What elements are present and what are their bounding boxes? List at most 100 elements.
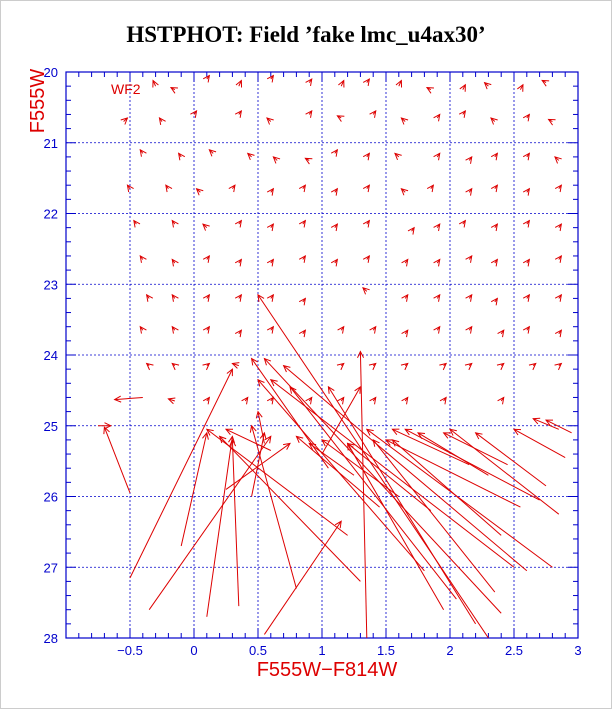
vector-mark	[234, 293, 243, 302]
vector-arrowhead	[330, 258, 339, 267]
x-tick-label: 0.5	[249, 643, 267, 658]
vector-shaft	[321, 386, 361, 455]
vector-mark	[171, 258, 179, 267]
vector-mark	[202, 74, 211, 83]
vector-arrowhead	[362, 152, 371, 161]
vector-arrowhead	[497, 329, 505, 338]
vector-mark	[295, 435, 380, 508]
vector-shaft	[289, 386, 457, 600]
y-tick-label: 23	[44, 277, 58, 292]
vector-shaft	[347, 443, 432, 512]
vector-mark	[251, 431, 267, 497]
vector-arrowhead	[394, 152, 402, 161]
y-tick-label: 27	[44, 560, 58, 575]
vector-mark	[464, 362, 473, 371]
vector-mark	[145, 293, 154, 302]
vector-mark	[249, 424, 297, 589]
vector-arrowhead	[433, 293, 441, 302]
vector-mark	[369, 325, 377, 334]
vector-arrowhead	[266, 396, 275, 405]
vector-arrowhead	[165, 184, 173, 193]
vector-arrowhead	[330, 223, 339, 232]
vector-mark	[206, 435, 236, 617]
vector-mark	[554, 293, 563, 302]
vector-arrowhead	[490, 223, 499, 232]
vector-mark	[225, 442, 291, 490]
vector-arrowhead	[362, 255, 371, 263]
vector-mark	[362, 78, 371, 87]
vector-arrowhead	[490, 258, 499, 267]
vector-mark	[120, 117, 129, 125]
vector-mark	[400, 362, 409, 371]
vector-shaft	[372, 439, 496, 593]
vector-shaft	[392, 428, 470, 466]
vector-mark	[298, 329, 307, 338]
y-tick-label: 22	[44, 207, 58, 222]
vector-mark	[234, 329, 243, 338]
vector-arrowhead	[266, 74, 275, 83]
vector-mark	[202, 325, 211, 334]
vector-mark	[202, 223, 210, 231]
vector-mark	[522, 293, 531, 302]
vector-mark	[336, 362, 345, 371]
vector-mark	[517, 83, 524, 92]
vector-arrowhead	[458, 109, 467, 118]
vector-arrowhead	[246, 152, 255, 161]
vector-mark	[321, 439, 400, 497]
vector-arrowhead	[433, 325, 441, 334]
vector-mark	[401, 396, 409, 405]
vector-arrowhead	[202, 431, 209, 440]
vector-mark	[407, 226, 415, 235]
vector-arrowhead	[497, 396, 505, 405]
vector-arrowhead	[490, 297, 499, 306]
vector-mark	[362, 184, 371, 193]
vector-arrowhead	[528, 362, 537, 371]
vector-shaft	[264, 358, 502, 614]
vector-mark	[522, 325, 531, 334]
vector-arrowhead	[177, 152, 186, 161]
vector-arrowhead	[259, 431, 267, 440]
vector-mark	[269, 379, 515, 568]
vector-arrowhead	[298, 329, 307, 338]
vector-arrowhead	[139, 148, 147, 157]
vector-mark	[465, 325, 473, 334]
vector-shaft	[533, 418, 559, 430]
vector-arrowhead	[522, 187, 531, 196]
vector-mark	[490, 258, 499, 267]
vector-mark	[98, 422, 112, 430]
vector-arrowhead	[195, 187, 204, 196]
vector-arrowhead	[103, 426, 110, 435]
vector-mark	[266, 117, 274, 125]
vector-arrowhead	[554, 184, 563, 193]
y-tick-label: 24	[44, 348, 58, 363]
vector-mark	[465, 293, 473, 302]
vector-arrowhead	[305, 78, 313, 87]
vector-mark	[145, 362, 154, 371]
vector-arrowhead	[298, 255, 307, 263]
vector-mark	[139, 325, 147, 334]
vector-arrowhead	[522, 219, 531, 228]
vector-mark	[169, 87, 178, 94]
vector-mark	[177, 152, 186, 161]
vector-mark	[289, 385, 457, 600]
vector-mark	[235, 79, 243, 88]
vector-arrowhead	[522, 325, 531, 334]
vector-mark	[338, 79, 345, 88]
vector-arrowhead	[522, 113, 531, 122]
vector-arrowhead	[474, 432, 483, 440]
vector-mark	[167, 397, 176, 405]
vector-arrowhead	[465, 255, 473, 263]
vector-arrowhead	[169, 87, 178, 94]
vector-shaft	[148, 436, 272, 610]
vector-arrowhead	[202, 74, 211, 83]
vector-mark	[394, 152, 402, 161]
vector-mark	[246, 152, 255, 161]
vector-mark	[490, 297, 499, 306]
vector-arrowhead	[496, 362, 505, 371]
vector-arrowhead	[229, 438, 237, 447]
vector-arrowhead	[338, 79, 345, 88]
x-tick-label: −0.5	[117, 643, 143, 658]
vector-arrowhead	[272, 156, 281, 164]
vector-arrowhead	[202, 223, 210, 231]
vector-arrowhead	[426, 184, 435, 193]
